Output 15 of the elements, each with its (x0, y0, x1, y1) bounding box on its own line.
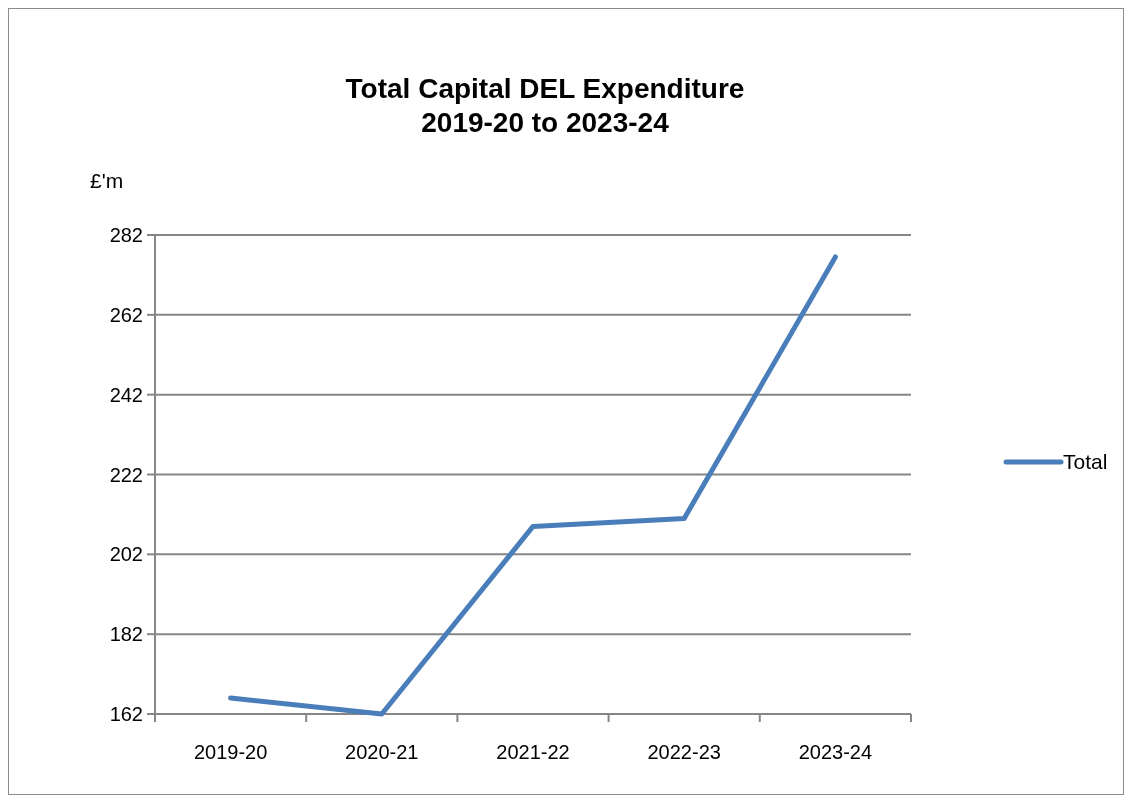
y-tick-label: 222 (109, 463, 143, 486)
y-tick-label: 282 (109, 224, 143, 246)
x-tick-label: 2020-21 (345, 741, 419, 763)
x-tick-label: 2023-24 (798, 741, 873, 763)
y-tick-label: 182 (109, 623, 143, 646)
x-tick-label: 2021-22 (496, 741, 570, 763)
chart-title: Total Capital DEL Expenditure 2019-20 to 2023-24 (345, 73, 745, 138)
legend-label: Total (1063, 450, 1108, 474)
y-tick-label: 162 (109, 703, 143, 725)
x-tick-label: 2019-20 (193, 741, 268, 763)
x-tick-label: 2022-23 (647, 741, 721, 763)
y-axis-title: £'m (90, 169, 124, 192)
y-tick-label: 202 (109, 543, 143, 566)
y-tick-label: 262 (109, 303, 143, 326)
y-tick-label: 242 (109, 383, 143, 406)
